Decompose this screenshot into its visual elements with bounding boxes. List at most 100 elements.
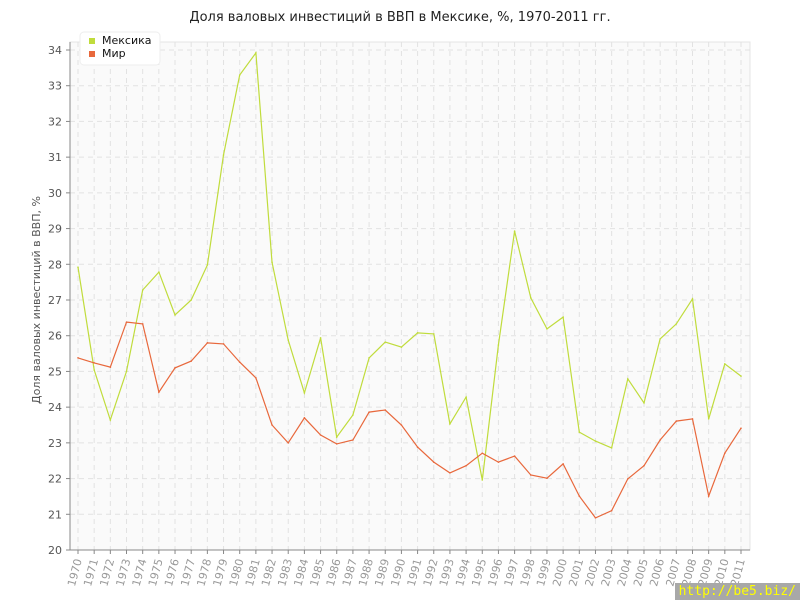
data-point [610,447,613,449]
data-point [384,409,387,411]
data-point [271,261,273,263]
data-point [594,517,597,519]
data-point [77,266,79,268]
data-point [319,434,322,436]
watermark[interactable]: http://be5.biz/ [674,583,800,600]
data-point [610,509,613,512]
plot-area [69,41,751,551]
data-point [352,414,354,416]
data-point [303,392,306,394]
data-point [432,461,435,463]
data-point [384,341,387,343]
y-tick-label: 29 [48,223,62,236]
data-point [158,391,160,393]
series-line-1 [77,321,742,519]
y-tick-label: 23 [48,437,62,450]
data-point [109,419,112,421]
data-point [335,436,338,438]
data-point [400,424,403,426]
data-point [158,271,160,273]
data-point [238,361,241,363]
data-point [352,439,354,441]
data-point [319,337,322,339]
y-axis-label: Доля валовых инвестиций в ВВП, % [30,196,43,404]
data-point [513,230,516,232]
data-point [190,299,192,301]
data-point [174,367,176,369]
data-point [93,362,95,364]
data-point [546,477,548,480]
data-point [659,439,661,441]
data-point [125,370,128,373]
legend-box [79,31,161,66]
y-tick-label: 27 [48,294,62,307]
legend-label: Мексика [102,34,151,47]
data-point [368,357,370,359]
data-point [529,474,532,476]
data-point [287,339,290,341]
data-point [222,343,225,345]
data-point [707,495,710,497]
data-point [497,461,500,463]
data-point [222,154,225,156]
data-point [497,344,500,346]
y-tick-label: 21 [48,508,62,521]
data-point [675,323,678,325]
data-point [627,478,629,480]
data-point [287,442,290,444]
data-point [643,464,645,467]
data-point [562,463,564,465]
data-point [691,418,694,420]
y-tick-label: 34 [48,44,62,57]
series-line-0 [77,51,742,481]
data-point [368,411,370,413]
y-tick-label: 31 [48,151,62,164]
y-tick-label: 22 [48,473,62,486]
data-point [400,346,403,348]
data-point [481,479,484,481]
data-point [206,342,209,344]
data-point [465,396,467,398]
data-point [724,452,726,455]
data-point [174,314,176,316]
data-point [594,440,597,442]
y-tick-label: 25 [48,365,62,378]
legend-label: Мир [102,47,126,60]
data-point [578,495,581,497]
legend-swatch [89,51,95,57]
data-point [77,357,79,359]
data-point [449,472,451,474]
data-point [125,321,128,323]
data-point [255,52,257,54]
data-point [627,378,629,380]
data-point [724,363,726,365]
y-tick-label: 20 [48,544,62,557]
data-point [141,289,144,291]
data-point [238,74,241,76]
y-tick-label: 32 [48,115,62,128]
data-point [335,443,338,445]
data-point [691,298,694,300]
data-point [271,424,273,426]
legend-swatch [89,38,95,44]
data-point [206,264,209,266]
data-point [675,420,678,422]
y-tick-label: 26 [48,330,62,343]
data-point [562,316,564,318]
data-point [546,328,548,330]
data-point [643,402,645,404]
data-point [529,297,532,299]
data-point [432,333,435,335]
data-point [513,455,516,457]
y-tick-label: 30 [48,187,62,200]
data-point [740,427,742,430]
data-point [740,375,742,377]
data-point [109,366,112,368]
data-point [190,360,192,362]
data-point [449,423,451,425]
data-point [578,431,581,433]
y-tick-label: 24 [48,401,62,414]
chart-title: Доля валовых инвестиций в ВВП в Мексике,… [189,10,611,25]
data-point [303,417,306,419]
